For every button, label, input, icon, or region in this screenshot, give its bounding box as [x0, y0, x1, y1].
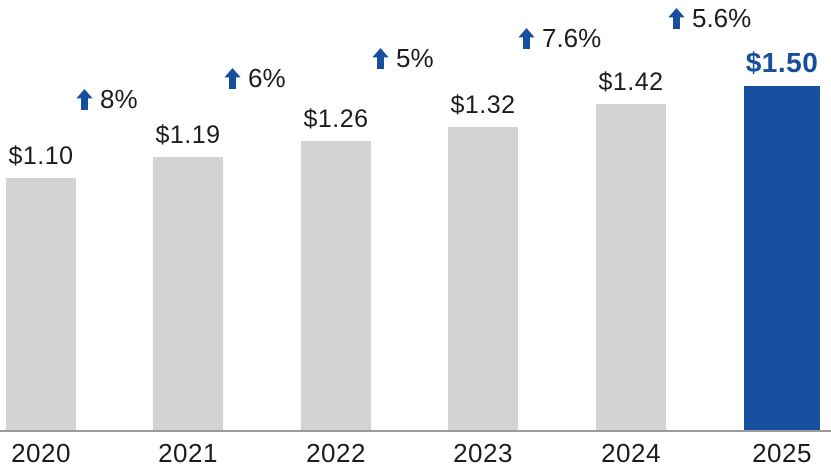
bar-value-label: $1.10	[8, 142, 74, 170]
x-axis-tick-label: 2020	[11, 438, 71, 468]
bar-group-2024: $1.42 2024	[596, 0, 666, 473]
growth-annotation-2023: 5%	[372, 43, 434, 74]
up-arrow-icon	[372, 48, 389, 69]
bar-value-label: $1.19	[155, 121, 221, 149]
growth-annotation-2025: 5.6%	[668, 3, 751, 34]
bar-value-label: $1.32	[450, 91, 516, 119]
growth-annotation-label: 8%	[100, 84, 138, 114]
x-axis-tick-label: 2022	[306, 438, 366, 468]
x-axis-tick-label: 2023	[453, 438, 513, 468]
up-arrow-icon	[518, 28, 535, 49]
bar-2021	[153, 157, 223, 430]
bar-2020	[6, 178, 76, 430]
bar-value-label-highlight: $1.50	[745, 47, 819, 78]
bar-2024	[596, 104, 666, 430]
bar-2025-highlight	[744, 86, 820, 430]
bar-group-2020: $1.10 2020	[6, 0, 76, 473]
growth-annotation-label: 6%	[248, 63, 286, 93]
bar-2022	[301, 141, 371, 430]
x-axis-tick-label: 2021	[158, 438, 218, 468]
bar-group-2023: $1.32 2023	[448, 0, 518, 473]
growth-annotation-2022: 6%	[224, 63, 286, 94]
bar-value-label: $1.42	[598, 68, 664, 96]
bar-group-2021: $1.19 2021	[153, 0, 223, 473]
x-axis-tick-label: 2025	[752, 438, 812, 468]
bar-group-2022: $1.26 2022	[301, 0, 371, 473]
up-arrow-icon	[224, 68, 241, 89]
up-arrow-icon	[76, 89, 93, 110]
growth-annotation-2024: 7.6%	[518, 23, 601, 54]
bar-value-label: $1.26	[303, 105, 369, 133]
growth-annotation-label: 5%	[396, 43, 434, 73]
growth-annotation-label: 7.6%	[542, 23, 602, 53]
bar-2023	[448, 127, 518, 430]
x-axis-tick-label: 2024	[601, 438, 661, 468]
x-axis-line	[0, 430, 831, 432]
growth-annotation-2021: 8%	[76, 84, 138, 115]
bar-group-2025: $1.50 2025	[744, 0, 820, 473]
up-arrow-icon	[668, 8, 685, 29]
growth-annotation-label: 5.6%	[692, 3, 752, 33]
